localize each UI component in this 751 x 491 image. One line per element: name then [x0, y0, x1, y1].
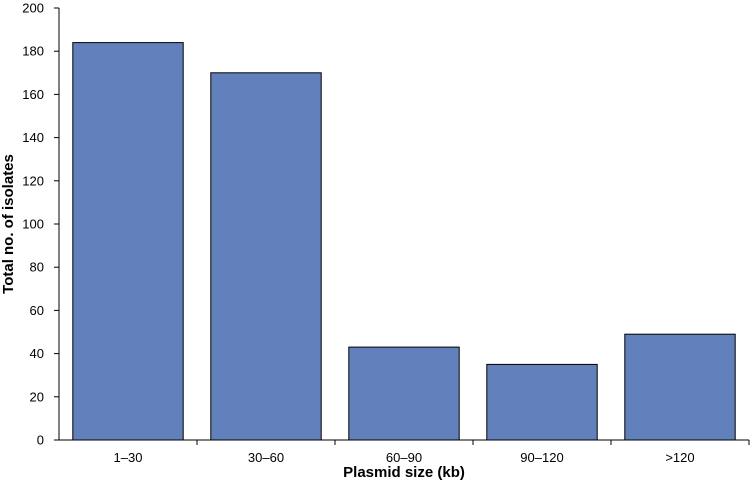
y-tick-label: 120: [22, 173, 44, 188]
x-tick-label: 90–120: [520, 450, 563, 465]
y-ticks-group: 0 20 40 60 80 100 120 140 160 180 200: [22, 1, 59, 448]
y-tick-label: 160: [22, 87, 44, 102]
y-tick-label: 20: [30, 389, 44, 404]
x-tick-label: 60–90: [386, 450, 422, 465]
y-tick-label: 180: [22, 44, 44, 59]
y-tick-label: 40: [30, 346, 44, 361]
y-tick-label: 60: [30, 303, 44, 318]
y-tick-label: 100: [22, 217, 44, 232]
bar-2: [348, 346, 460, 441]
y-axis-title: Total no. of isolates: [0, 154, 17, 294]
y-tick-label: 200: [22, 1, 44, 16]
bar-4: [624, 333, 736, 441]
x-ticks-group: 1–30 30–60 60–90 90–120 >120: [114, 440, 750, 465]
bar-3: [486, 363, 598, 441]
y-tick-label: 80: [30, 260, 44, 275]
bar-1: [210, 72, 322, 441]
x-axis-title: Plasmid size (kb): [343, 464, 465, 481]
bar-0: [72, 42, 184, 441]
y-tick-label: 140: [22, 130, 44, 145]
y-tick-label: 0: [37, 433, 44, 448]
x-tick-label: >120: [665, 450, 694, 465]
x-tick-label: 30–60: [248, 450, 284, 465]
bars-group: [72, 42, 736, 441]
x-tick-label: 1–30: [114, 450, 143, 465]
